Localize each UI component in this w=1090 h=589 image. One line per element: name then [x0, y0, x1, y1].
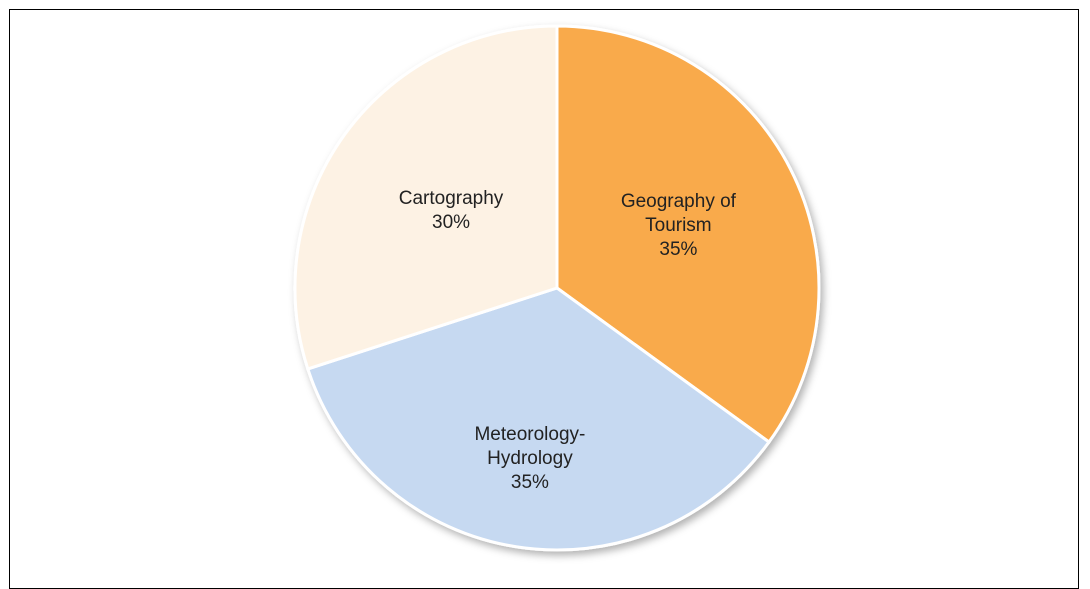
value-label: 35% — [510, 471, 549, 493]
category-label: Cartography — [398, 188, 504, 209]
pie-slice — [293, 24, 559, 371]
pie — [293, 24, 821, 552]
chart — [293, 24, 821, 552]
slice-label: Geography of Tourism 35% — [603, 190, 753, 262]
pie-slice — [305, 286, 772, 552]
pie-slice — [555, 24, 821, 445]
value-label: 35% — [659, 239, 698, 261]
slice-label: Cartography 30% — [376, 187, 526, 235]
slice-label: Meteorology-Hydrology 35% — [455, 423, 605, 495]
category-label: Geography of Tourism — [620, 191, 736, 237]
category-label: Meteorology-Hydrology — [474, 423, 586, 469]
page: Geography of Tourism 35% Meteorology-Hydro… — [9, 9, 1079, 589]
value-label: 30% — [432, 212, 471, 233]
